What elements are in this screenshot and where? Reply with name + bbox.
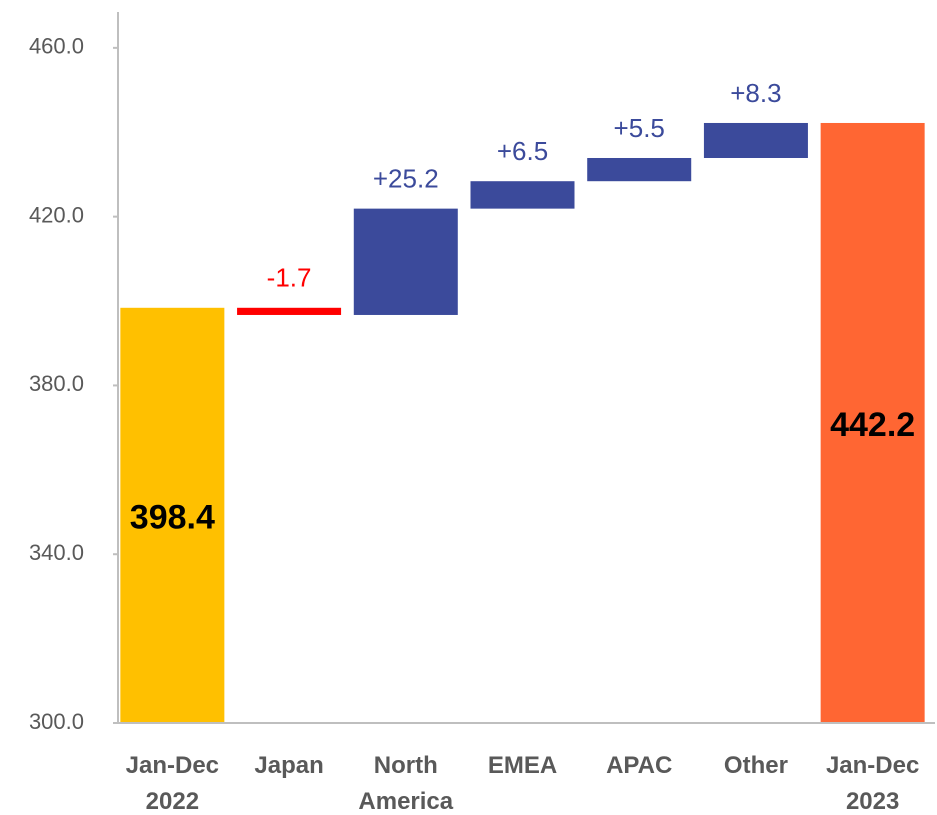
x-tick-label: Jan-Dec 2022 [126,752,219,815]
x-tick-label-line: North [374,752,438,779]
value-label: +5.5 [614,113,665,143]
value-label: 442.2 [830,406,915,444]
value-label: +8.3 [730,78,781,108]
bar [353,208,458,315]
y-tick-label: 380.0 [29,371,84,396]
x-tick-label-line: Japan [254,752,323,779]
bar [237,307,342,315]
value-label: +25.2 [373,164,439,194]
x-tick-label: EMEA [488,752,557,779]
bar [820,122,925,723]
bar [703,122,808,158]
x-tick-label-line: America [358,788,453,815]
x-tick-label-line: 2023 [846,788,899,815]
value-label: -1.7 [267,263,312,293]
x-tick-label: APAC [606,752,672,779]
x-tick-label: Jan-Dec 2023 [826,752,919,815]
x-tick-label-line: Other [724,752,788,779]
value-label: 398.4 [130,498,215,536]
x-tick-label: Other [724,752,788,779]
x-tick-label: Japan [254,752,323,779]
x-tick-label-line: APAC [606,752,672,779]
y-tick-label: 420.0 [29,202,84,227]
y-tick-label: 300.0 [29,709,84,734]
x-tick-label: North America [358,752,453,815]
x-tick-label-line: Jan-Dec [826,752,919,779]
x-tick-label-line: 2022 [146,788,199,815]
bar [587,157,692,182]
bar [120,307,225,723]
y-tick-label: 460.0 [29,34,84,59]
value-label: +6.5 [497,136,548,166]
x-tick-label-line: EMEA [488,752,557,779]
bar [470,181,575,209]
y-tick-label: 340.0 [29,540,84,565]
x-tick-label-line: Jan-Dec [126,752,219,779]
